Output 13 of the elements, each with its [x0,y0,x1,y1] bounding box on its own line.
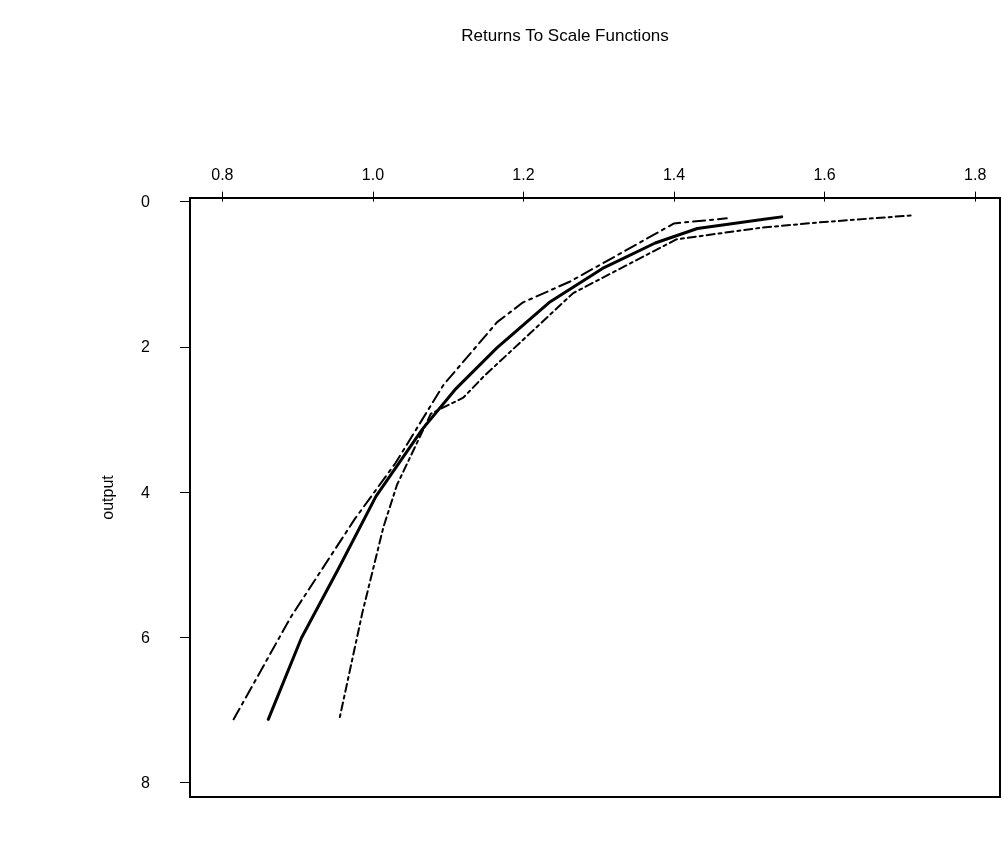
x-tick-label: 1.4 [662,165,686,183]
x-tick-label: 1.0 [361,165,385,183]
x-tick-label: 1.8 [964,165,987,183]
x-tick-label: 1.6 [813,165,836,183]
y-tick-label: 0 [141,193,151,211]
y-tick-label: 2 [141,338,151,356]
chart-title: Returns To Scale Functions [461,26,669,45]
y-tick-label: 8 [141,773,151,791]
x-tick-label: 1.2 [512,165,535,183]
y-tick-label: 4 [141,483,151,501]
y-axis-title: output [98,474,116,520]
x-tick-label: 0.8 [211,165,234,183]
y-tick-label: 6 [141,628,151,646]
